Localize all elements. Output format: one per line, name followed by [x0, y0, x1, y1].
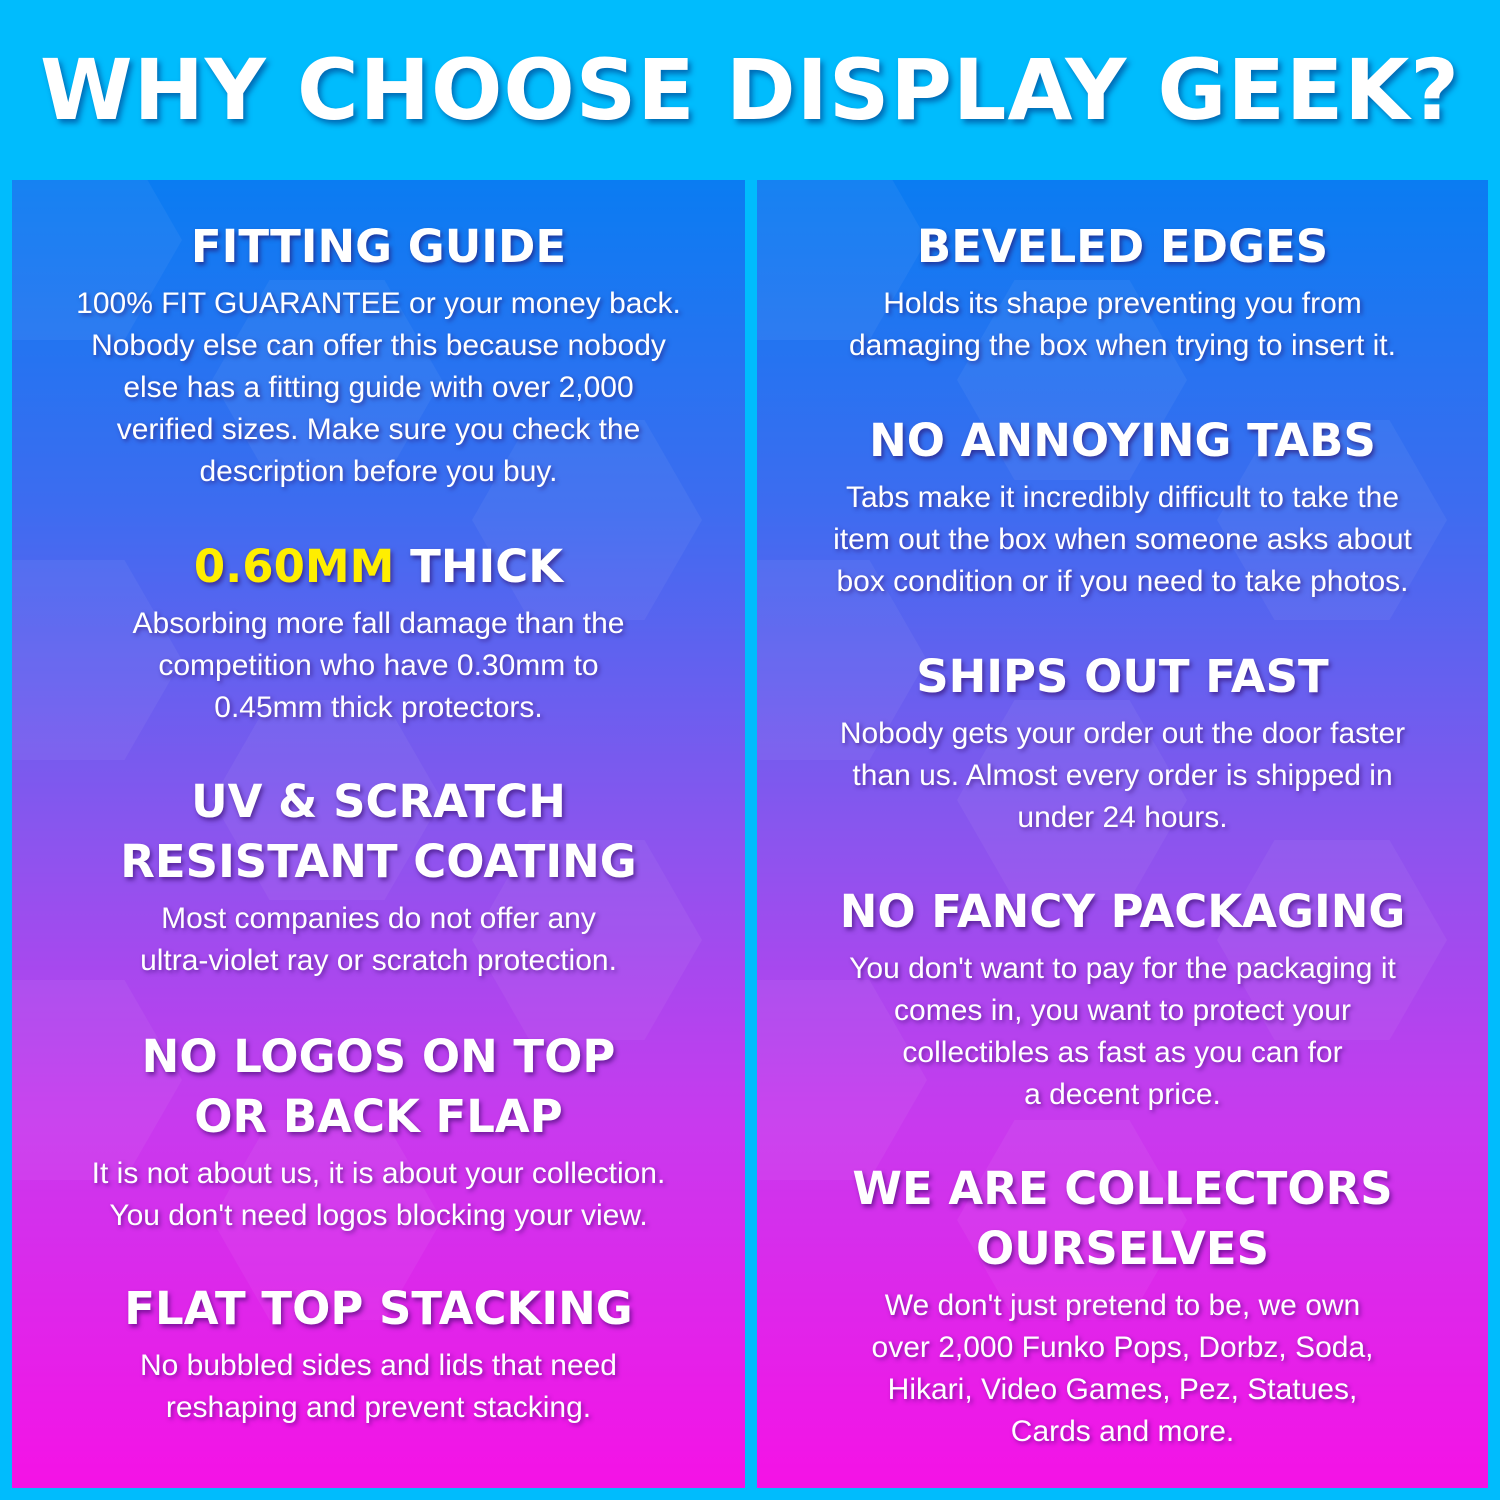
feature-title: RESISTANT COATING [120, 835, 637, 888]
description-line: It is not about us, it is about your col… [91, 1157, 666, 1190]
feature-description: We don't just pretend to be, we own over … [757, 1285, 1488, 1453]
description-line: Nobody gets your order out the door fast… [839, 717, 1406, 750]
hexagon-decoration [957, 1120, 1187, 1320]
right-panel: BEVELED EDGES Holds its shape preventing … [757, 180, 1488, 1488]
description-line: damaging the box when trying to insert i… [849, 329, 1396, 362]
feature-description: Absorbing more fall damage than the compe… [12, 603, 745, 729]
feature-section: FLAT TOP STACKING No bubbled sides and li… [12, 1279, 745, 1429]
description-line: You don't want to pay for the packaging … [849, 952, 1396, 985]
description-line: under 24 hours. [1017, 801, 1228, 834]
feature-title: NO FANCY PACKAGING [839, 885, 1406, 938]
feature-section: WE ARE COLLECTORS OURSELVES We don't just … [757, 1159, 1488, 1453]
feature-section: 0.60MM THICK Absorbing more fall damage t… [12, 537, 745, 729]
feature-description: Holds its shape preventing you from damag… [757, 283, 1488, 367]
feature-section: UV & SCRATCH RESISTANT COATING Most compan… [12, 772, 745, 982]
feature-title: FITTING GUIDE [190, 220, 567, 273]
description-line: item out the box when someone asks about [833, 523, 1412, 556]
description-line: Nobody else can offer this because nobod… [91, 329, 666, 362]
feature-title: 0.60MM THICK [12, 537, 745, 597]
feature-description: 100% FIT GUARANTEE or your money back. No… [12, 283, 745, 493]
description-line: Most companies do not offer any [161, 902, 596, 935]
feature-description: It is not about us, it is about your col… [12, 1153, 745, 1237]
description-line: description before you buy. [199, 455, 558, 488]
hexagon-decoration [1217, 840, 1447, 1040]
description-line: collectibles as fast as you can for [902, 1036, 1343, 1069]
feature-section: FITTING GUIDE 100% FIT GUARANTEE or your … [12, 217, 745, 493]
hexagon-decoration [1217, 420, 1447, 620]
description-line: 100% FIT GUARANTEE or your money back. [76, 287, 681, 320]
feature-description: You don't want to pay for the packaging … [757, 948, 1488, 1116]
feature-title: UV & SCRATCH [191, 775, 566, 828]
feature-title-text: THICK [394, 540, 564, 593]
description-line: Hikari, Video Games, Pez, Statues, [887, 1373, 1358, 1406]
feature-section: NO LOGOS ON TOP OR BACK FLAP It is not abo… [12, 1027, 745, 1237]
feature-description: Nobody gets your order out the door fast… [757, 713, 1488, 839]
description-line: 0.45mm thick protectors. [214, 691, 543, 724]
feature-section: BEVELED EDGES Holds its shape preventing … [757, 217, 1488, 367]
hexagon-decoration [212, 280, 442, 480]
description-line: Absorbing more fall damage than the [132, 607, 625, 640]
hexagon-decoration [212, 1120, 442, 1320]
left-panel: FITTING GUIDE 100% FIT GUARANTEE or your … [12, 180, 745, 1488]
description-line: box condition or if you need to take pho… [836, 565, 1409, 598]
description-line: Cards and more. [1010, 1415, 1235, 1448]
page-title: WHY CHOOSE DISPLAY GEEK? [39, 41, 1461, 139]
header: WHY CHOOSE DISPLAY GEEK? [0, 0, 1500, 180]
description-line: Holds its shape preventing you from [883, 287, 1362, 320]
feature-description: No bubbled sides and lids that need resha… [12, 1345, 745, 1429]
feature-title: NO LOGOS ON TOP [141, 1030, 616, 1083]
description-line: a decent price. [1024, 1078, 1221, 1111]
description-line: than us. Almost every order is shipped i… [852, 759, 1393, 792]
feature-description: Tabs make it incredibly difficult to tak… [757, 477, 1488, 603]
feature-section: NO FANCY PACKAGING You don't want to pay … [757, 882, 1488, 1116]
description-line: We don't just pretend to be, we own [884, 1289, 1361, 1322]
description-line: ultra-violet ray or scratch protection. [140, 944, 617, 977]
feature-title: FLAT TOP STACKING [124, 1282, 633, 1335]
description-line: Tabs make it incredibly difficult to tak… [845, 481, 1400, 514]
feature-title: OR BACK FLAP [194, 1090, 563, 1143]
feature-title: NO ANNOYING TABS [869, 414, 1376, 467]
description-line: competition who have 0.30mm to [158, 649, 599, 682]
description-line: else has a fitting guide with over 2,000 [123, 371, 634, 404]
feature-title: BEVELED EDGES [916, 220, 1329, 273]
feature-title: WE ARE COLLECTORS [852, 1162, 1393, 1215]
description-line: comes in, you want to protect your [894, 994, 1351, 1027]
feature-description: Most companies do not offer any ultra-vio… [12, 898, 745, 982]
feature-section: NO ANNOYING TABS Tabs make it incredibly … [757, 411, 1488, 603]
description-line: No bubbled sides and lids that need [139, 1349, 617, 1382]
description-line: reshaping and prevent stacking. [165, 1391, 592, 1424]
feature-title: OURSELVES [975, 1222, 1270, 1275]
description-line: verified sizes. Make sure you check the [116, 413, 641, 446]
feature-section: SHIPS OUT FAST Nobody gets your order out… [757, 647, 1488, 839]
description-line: You don't need logos blocking your view. [109, 1199, 648, 1232]
description-line: over 2,000 Funko Pops, Dorbz, Soda, [871, 1331, 1374, 1364]
feature-title-highlight: 0.60MM [193, 540, 395, 593]
feature-title: SHIPS OUT FAST [916, 650, 1329, 703]
